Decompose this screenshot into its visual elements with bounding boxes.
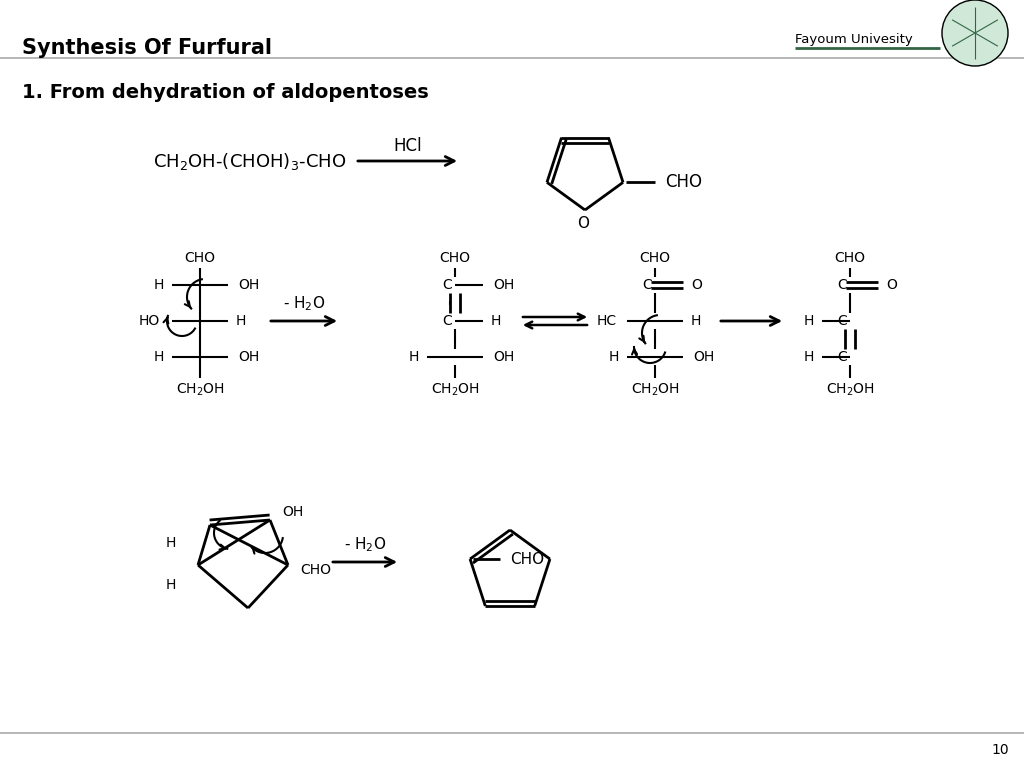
Text: HCl: HCl <box>393 137 422 155</box>
Text: Fayoum Univesity: Fayoum Univesity <box>795 34 912 47</box>
Text: 1. From dehydration of aldopentoses: 1. From dehydration of aldopentoses <box>22 84 429 102</box>
Text: C: C <box>642 278 652 292</box>
Text: H: H <box>804 350 814 364</box>
Text: Synthesis Of Furfural: Synthesis Of Furfural <box>22 38 272 58</box>
Text: H: H <box>236 314 247 328</box>
Text: C: C <box>838 350 847 364</box>
Text: CH$_2$OH: CH$_2$OH <box>631 382 679 398</box>
Text: CH$_2$OH: CH$_2$OH <box>430 382 479 398</box>
Text: CH$_2$OH: CH$_2$OH <box>825 382 874 398</box>
Text: OH: OH <box>282 505 303 519</box>
Text: CHO: CHO <box>184 251 215 265</box>
Text: - H$_2$O: - H$_2$O <box>283 295 326 313</box>
Text: C: C <box>838 278 847 292</box>
Text: 10: 10 <box>991 743 1009 757</box>
Text: CHO: CHO <box>300 563 331 577</box>
Text: O: O <box>886 278 897 292</box>
Text: CHO: CHO <box>640 251 671 265</box>
Text: H: H <box>154 278 164 292</box>
Text: CH$_2$OH-(CHOH)$_3$-CHO: CH$_2$OH-(CHOH)$_3$-CHO <box>154 151 347 171</box>
Circle shape <box>942 0 1008 66</box>
Text: OH: OH <box>238 350 259 364</box>
Text: HO: HO <box>138 314 160 328</box>
Text: CHO: CHO <box>510 551 544 567</box>
Text: OH: OH <box>238 278 259 292</box>
Text: CHO: CHO <box>665 174 702 191</box>
Text: C: C <box>442 278 452 292</box>
Text: H: H <box>154 350 164 364</box>
Text: H: H <box>409 350 419 364</box>
Text: CHO: CHO <box>439 251 470 265</box>
Text: CH$_2$OH: CH$_2$OH <box>175 382 224 398</box>
Text: H: H <box>804 314 814 328</box>
Text: CHO: CHO <box>835 251 865 265</box>
Text: HC: HC <box>597 314 617 328</box>
Text: OH: OH <box>493 350 514 364</box>
Text: H: H <box>608 350 618 364</box>
Text: - H$_2$O: - H$_2$O <box>344 535 386 554</box>
Text: OH: OH <box>493 278 514 292</box>
Text: H: H <box>490 314 502 328</box>
Text: H: H <box>166 578 176 592</box>
Text: OH: OH <box>693 350 715 364</box>
Text: H: H <box>691 314 701 328</box>
Text: O: O <box>577 217 589 231</box>
Text: C: C <box>442 314 452 328</box>
Text: H: H <box>166 536 176 550</box>
Text: O: O <box>691 278 701 292</box>
Text: C: C <box>838 314 847 328</box>
